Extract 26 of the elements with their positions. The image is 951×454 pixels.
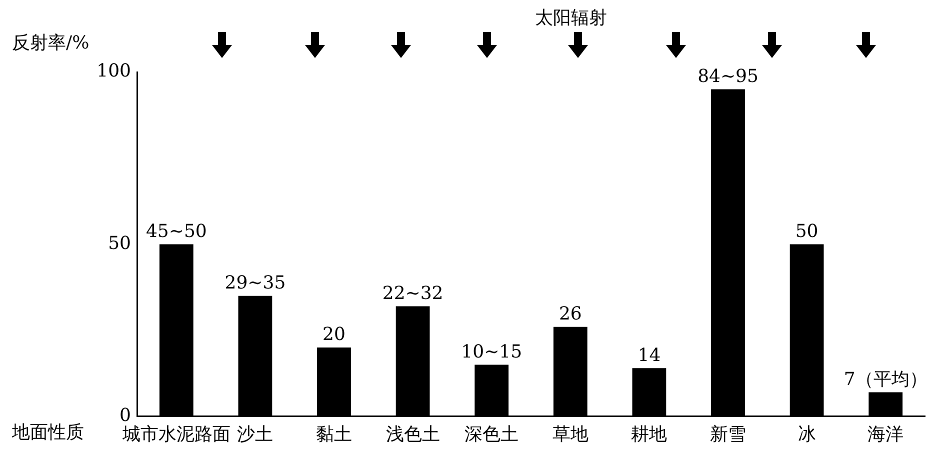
y-tick-label: 50 (108, 232, 131, 254)
data-label: 14 (638, 344, 661, 366)
data-label: 26 (558, 304, 582, 325)
x-tick-label: 沙土 (237, 424, 274, 445)
x-tick-label: 耕地 (631, 424, 668, 445)
data-label: 29~35 (224, 272, 286, 294)
x-tick-label: 草地 (552, 424, 588, 445)
x-tick-label: 冰 (798, 424, 816, 445)
data-label: 20 (322, 324, 346, 346)
data-label: 45~50 (146, 220, 207, 242)
y-tick-label: 100 (96, 60, 131, 82)
x-tick-label: 深色土 (464, 424, 519, 445)
x-tick-label: 城市水泥路面 (121, 424, 230, 445)
x-tick-label: 黏土 (316, 424, 352, 445)
y-axis-title: 反射率/% (12, 32, 90, 54)
data-label: 84~95 (698, 66, 758, 87)
text: 太阳辐射 (535, 8, 607, 29)
x-axis-title: 地面性质 (11, 422, 84, 444)
x-tick-label: 新雪 (710, 424, 746, 445)
data-label: 10~15 (461, 341, 522, 362)
x-tick-label: 海洋 (868, 424, 904, 445)
data-label: 22~32 (382, 282, 444, 304)
data-label: 50 (795, 220, 818, 242)
y-tick-label: 0 (120, 405, 131, 426)
data-label: 7（平均） (844, 368, 928, 390)
x-tick-label: 浅色土 (386, 424, 440, 445)
